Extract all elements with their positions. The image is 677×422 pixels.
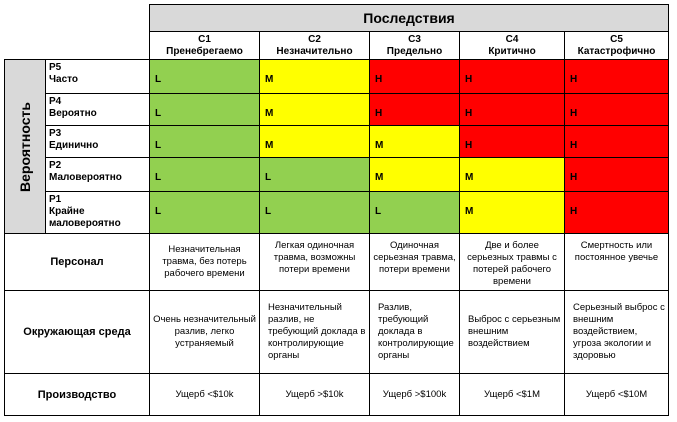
risk-cell-p5-c3: H <box>369 59 460 94</box>
risk-cell-p4-c5: H <box>564 93 669 126</box>
column-label: Критично <box>488 45 536 57</box>
column-header-c3: C3 Предельно <box>369 31 460 60</box>
personnel-desc-c1: Незначительная травма, без потерь рабоче… <box>149 233 260 291</box>
risk-cell-p2-c5: H <box>564 157 669 192</box>
column-header-c1: C1 Пренебрегаемо <box>149 31 260 60</box>
production-desc-c2: Ущерб >$10k <box>259 373 370 416</box>
risk-cell-p3-c2: M <box>259 125 370 158</box>
category-production: Производство <box>4 373 150 416</box>
column-code: C2 <box>308 33 321 45</box>
consequences-title: Последствия <box>149 4 669 32</box>
environment-desc-c4: Выброс с серьезным внешним воздействием <box>459 290 565 374</box>
row-label: Единично <box>49 140 99 151</box>
risk-cell-p4-c1: L <box>149 93 260 126</box>
row-label: Часто <box>49 74 79 85</box>
risk-cell-p1-c3: L <box>369 191 460 234</box>
column-label: Катастрофично <box>577 45 656 57</box>
risk-cell-p3-c3: M <box>369 125 460 158</box>
column-label: Пренебрегаемо <box>166 45 243 57</box>
environment-desc-c3: Разлив, требующий доклада в контролирующ… <box>369 290 460 374</box>
risk-cell-p2-c2: L <box>259 157 370 192</box>
risk-cell-p4-c2: M <box>259 93 370 126</box>
row-label: Вероятно <box>49 108 97 119</box>
production-desc-c3: Ущерб >$100k <box>369 373 460 416</box>
column-label: Предельно <box>386 45 443 57</box>
risk-cell-p5-c4: H <box>459 59 565 94</box>
risk-cell-p4-c3: H <box>369 93 460 126</box>
row-code: P5 <box>49 62 62 73</box>
row-code: P1 <box>49 194 62 205</box>
risk-cell-p2-c4: M <box>459 157 565 192</box>
column-code: C1 <box>198 33 211 45</box>
risk-cell-p4-c4: H <box>459 93 565 126</box>
risk-cell-p5-c1: L <box>149 59 260 94</box>
row-header-p5: P5 Часто <box>45 59 150 94</box>
production-desc-c4: Ущерб <$1M <box>459 373 565 416</box>
column-label: Незначительно <box>276 45 353 57</box>
row-header-p4: P4 Вероятно <box>45 93 150 126</box>
row-label: Крайне маловероятно <box>49 206 121 229</box>
risk-cell-p1-c5: H <box>564 191 669 234</box>
row-code: P2 <box>49 160 62 171</box>
risk-cell-p1-c1: L <box>149 191 260 234</box>
environment-desc-c2: Незначительный разлив, не требующий докл… <box>259 290 370 374</box>
production-desc-c1: Ущерб <$10k <box>149 373 260 416</box>
column-code: C3 <box>408 33 421 45</box>
row-header-p1: P1 Крайне маловероятно <box>45 191 150 234</box>
personnel-desc-c2: Легкая одиночная травма, возможны потери… <box>259 233 370 291</box>
risk-cell-p1-c4: M <box>459 191 565 234</box>
risk-cell-p5-c2: M <box>259 59 370 94</box>
column-header-c2: C2 Незначительно <box>259 31 370 60</box>
column-code: C5 <box>610 33 623 45</box>
probability-label-text: Вероятность <box>17 101 34 192</box>
risk-cell-p3-c5: H <box>564 125 669 158</box>
probability-label: Вероятность <box>4 59 46 234</box>
row-label: Маловероятно <box>49 172 122 183</box>
row-code: P4 <box>49 96 62 107</box>
risk-cell-p3-c4: H <box>459 125 565 158</box>
category-environment: Окружающая среда <box>4 290 150 374</box>
risk-cell-p1-c2: L <box>259 191 370 234</box>
environment-desc-c1: Очень незначительный разлив, легко устра… <box>149 290 260 374</box>
risk-cell-p5-c5: H <box>564 59 669 94</box>
row-code: P3 <box>49 128 62 139</box>
category-personnel: Персонал <box>4 233 150 291</box>
column-header-c5: C5 Катастрофично <box>564 31 669 60</box>
row-header-p3: P3 Единично <box>45 125 150 158</box>
column-header-c4: C4 Критично <box>459 31 565 60</box>
personnel-desc-c4: Две и более серьезных травмы с потерей р… <box>459 233 565 291</box>
risk-cell-p2-c1: L <box>149 157 260 192</box>
personnel-desc-c3: Одиночная серьезная травма, потери време… <box>369 233 460 291</box>
row-header-p2: P2 Маловероятно <box>45 157 150 192</box>
environment-desc-c5: Серьезный выброс с внешним воздействием,… <box>564 290 669 374</box>
personnel-desc-c5: Смертность или постоянное увечье <box>564 233 669 291</box>
production-desc-c5: Ущерб <$10M <box>564 373 669 416</box>
column-code: C4 <box>505 33 519 45</box>
risk-cell-p2-c3: M <box>369 157 460 192</box>
risk-cell-p3-c1: L <box>149 125 260 158</box>
